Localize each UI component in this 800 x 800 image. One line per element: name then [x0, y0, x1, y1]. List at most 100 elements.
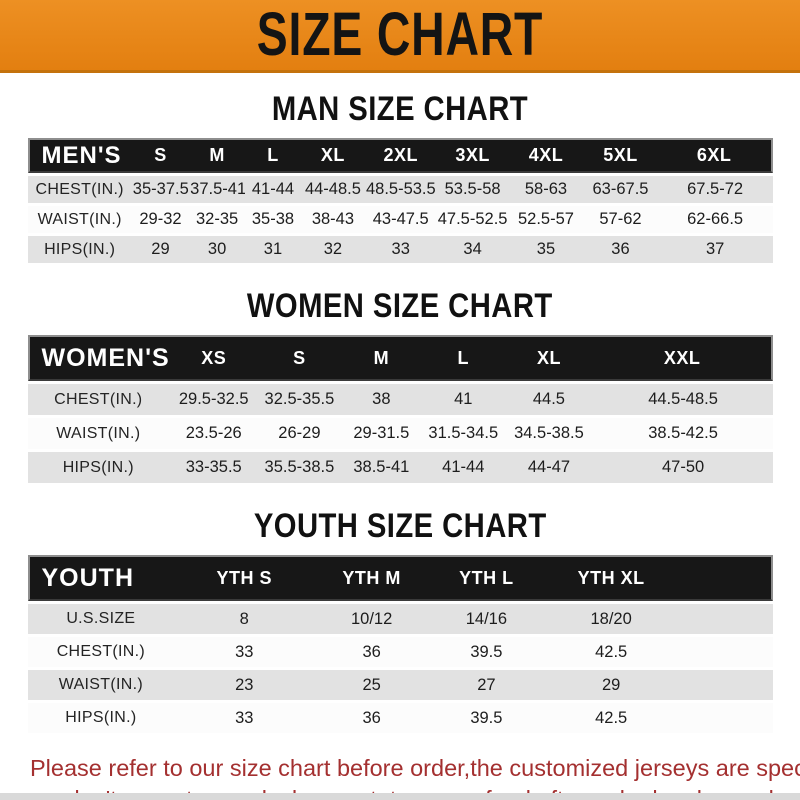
- size-value-cell: 48.5-53.5: [364, 176, 437, 203]
- size-column-header: S: [258, 335, 341, 381]
- size-value-cell: 38.5-42.5: [593, 418, 773, 449]
- size-column-header: 2XL: [364, 138, 437, 173]
- size-value-cell: 36: [314, 703, 430, 733]
- size-value-cell: 53.5-58: [436, 176, 509, 203]
- group-label-cell: MEN'S: [27, 138, 132, 173]
- table-row: HIPS(IN.) 33-35.5 35.5-38.5 38.5-41 41-44 44-…: [27, 452, 773, 483]
- section-title-text: MAN SIZE CHART: [271, 90, 529, 128]
- row-filler-cell: [678, 637, 773, 667]
- table-row: WAIST(IN.) 23.5-26 26-29 29-31.5 31.5-34.5 34…: [27, 418, 773, 449]
- section-men: MAN SIZE CHART MEN'S S M L XL 2XL 3XL 4XL 5XL 6XL C…: [0, 89, 800, 266]
- header-bar: MEN'S S M L XL 2XL 3XL 4XL 5XL 6XL: [27, 138, 773, 173]
- size-value-cell: 26-29: [258, 418, 341, 449]
- size-value-cell: 35: [508, 236, 584, 263]
- size-value-cell: 33-35.5: [169, 452, 259, 483]
- footer-line-1: Please refer to our size chart before or…: [30, 755, 800, 781]
- section-title-men: MAN SIZE CHART: [0, 89, 800, 129]
- size-column-header: XS: [169, 335, 259, 381]
- header-bar: YOUTH YTH S YTH M YTH L YTH XL: [27, 555, 773, 601]
- size-value-cell: 62-66.5: [657, 206, 773, 233]
- size-value-cell: 34: [436, 236, 509, 263]
- banner-title: SIZE CHART: [256, 0, 544, 69]
- size-value-cell: 23: [174, 670, 315, 700]
- size-column-header: YTH M: [314, 555, 430, 601]
- size-value-cell: 35-37.5: [131, 176, 190, 203]
- size-value-cell: 32.5-35.5: [258, 384, 341, 415]
- size-value-cell: 33: [174, 703, 315, 733]
- group-label-cell: WOMEN'S: [27, 335, 170, 381]
- size-value-cell: 29: [131, 236, 190, 263]
- size-column-header: 6XL: [657, 138, 773, 173]
- size-value-cell: 36: [314, 637, 430, 667]
- size-value-cell: 44.5: [504, 384, 594, 415]
- size-column-header: M: [340, 335, 423, 381]
- section-title-youth: YOUTH SIZE CHART: [0, 506, 800, 546]
- section-title-text: YOUTH SIZE CHART: [253, 507, 547, 545]
- size-value-cell: 33: [174, 637, 315, 667]
- row-label-cell: HIPS(IN.): [27, 452, 170, 483]
- size-value-cell: 58-63: [508, 176, 584, 203]
- size-value-cell: 47-50: [593, 452, 773, 483]
- size-value-cell: 37: [657, 236, 773, 263]
- size-column-header: L: [422, 335, 505, 381]
- row-filler-cell: [678, 604, 773, 634]
- size-value-cell: 47.5-52.5: [436, 206, 509, 233]
- row-label-cell: CHEST(IN.): [27, 384, 170, 415]
- size-column-header: YTH XL: [543, 555, 679, 601]
- size-value-cell: 38: [340, 384, 423, 415]
- size-value-cell: 29-32: [131, 206, 190, 233]
- size-value-cell: 37.5-41: [189, 176, 246, 203]
- men-size-table: MEN'S S M L XL 2XL 3XL 4XL 5XL 6XL CHEST(IN.) 35-37…: [27, 135, 773, 266]
- row-label-cell: CHEST(IN.): [27, 176, 132, 203]
- women-size-table: WOMEN'S XS S M L XL XXL CHEST(IN.) 29.5-32.5 32.5…: [27, 332, 773, 486]
- size-column-header: XL: [504, 335, 594, 381]
- size-value-cell: 44-47: [504, 452, 594, 483]
- size-column-header: YTH L: [429, 555, 544, 601]
- table-row: CHEST(IN.) 35-37.5 37.5-41 41-44 44-48.5 48.5…: [27, 176, 773, 203]
- size-column-header: YTH S: [174, 555, 315, 601]
- section-title-women: WOMEN SIZE CHART: [0, 286, 800, 326]
- size-value-cell: 33: [364, 236, 437, 263]
- size-value-cell: 31.5-34.5: [422, 418, 505, 449]
- size-column-header: XXL: [593, 335, 773, 381]
- row-label-cell: WAIST(IN.): [27, 206, 132, 233]
- row-label-cell: WAIST(IN.): [27, 670, 175, 700]
- header-filler-cell: [678, 555, 773, 601]
- size-value-cell: 31: [245, 236, 301, 263]
- size-column-header: 3XL: [436, 138, 509, 173]
- size-value-cell: 38.5-41: [340, 452, 423, 483]
- size-column-header: M: [189, 138, 246, 173]
- bottom-strip: [0, 793, 800, 800]
- size-value-cell: 41: [422, 384, 505, 415]
- size-value-cell: 27: [429, 670, 544, 700]
- size-value-cell: 36: [583, 236, 658, 263]
- row-label-cell: CHEST(IN.): [27, 637, 175, 667]
- group-label-cell: YOUTH: [27, 555, 175, 601]
- table-row: HIPS(IN.) 29 30 31 32 33 34 35 36 37: [27, 236, 773, 263]
- size-value-cell: 35.5-38.5: [258, 452, 341, 483]
- row-filler-cell: [678, 670, 773, 700]
- size-value-cell: 41-44: [422, 452, 505, 483]
- section-title-text: WOMEN SIZE CHART: [247, 287, 553, 325]
- size-value-cell: 42.5: [543, 703, 679, 733]
- size-value-cell: 29: [543, 670, 679, 700]
- size-value-cell: 38-43: [300, 206, 365, 233]
- size-value-cell: 30: [189, 236, 246, 263]
- size-value-cell: 43-47.5: [364, 206, 437, 233]
- banner: SIZE CHART: [0, 0, 800, 73]
- size-value-cell: 10/12: [314, 604, 430, 634]
- size-value-cell: 57-62: [583, 206, 658, 233]
- size-value-cell: 63-67.5: [583, 176, 658, 203]
- table-row: U.S.SIZE 8 10/12 14/16 18/20: [27, 604, 773, 634]
- section-youth: YOUTH SIZE CHART YOUTH YTH S YTH M YTH L YTH …: [0, 506, 800, 736]
- size-value-cell: 67.5-72: [657, 176, 773, 203]
- row-label-cell: WAIST(IN.): [27, 418, 170, 449]
- size-column-header: 4XL: [508, 138, 584, 173]
- row-filler-cell: [678, 703, 773, 733]
- size-chart-sections: MAN SIZE CHART MEN'S S M L XL 2XL 3XL 4XL 5XL 6XL C…: [0, 89, 800, 736]
- size-value-cell: 39.5: [429, 703, 544, 733]
- size-value-cell: 14/16: [429, 604, 544, 634]
- youth-size-table: YOUTH YTH S YTH M YTH L YTH XL U.S.SIZE 8 10/12…: [27, 552, 773, 736]
- size-value-cell: 32: [300, 236, 365, 263]
